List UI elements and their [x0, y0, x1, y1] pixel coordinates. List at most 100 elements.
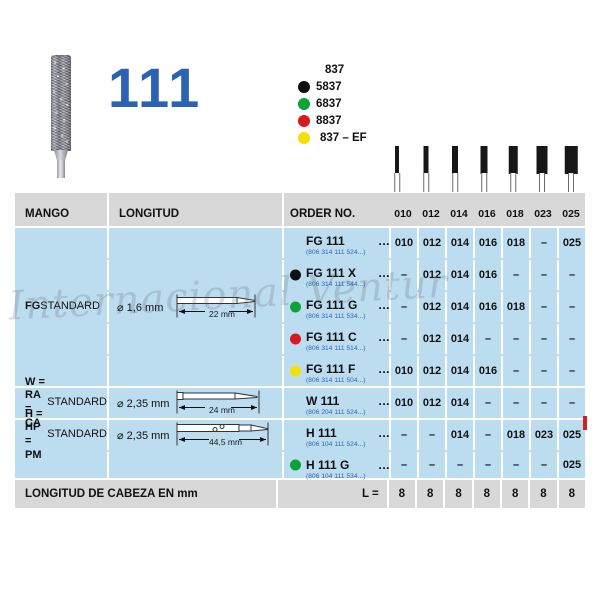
size-icon-010	[384, 146, 410, 192]
header-size-014: 014	[450, 208, 468, 220]
order-name: FG 111 F...	[306, 362, 390, 376]
order-code: (806 314 111 534...)	[306, 313, 366, 320]
cell-size-012: –	[417, 452, 445, 478]
cell-size-010: –	[389, 452, 417, 478]
shank-standard-label: STANDARD	[47, 428, 107, 441]
order-name-text: FG 111 C	[306, 330, 357, 344]
footer-value-025: 8	[556, 480, 585, 508]
size-icon-023	[529, 146, 555, 192]
shank-diameter-label: ⌀ 1,6 mm	[117, 301, 164, 314]
legend-dot-red	[298, 115, 310, 127]
cell-longitud	[107, 260, 282, 290]
cell-size-025: 025	[557, 452, 585, 478]
table-row[interactable]: FG 111 X... (806 314 111 544...) –012 014 01…	[15, 258, 585, 290]
order-code: (806 104 111 524...)	[306, 441, 366, 448]
order-name-text: H 111 G	[306, 458, 350, 472]
order-name-ellipsis: ...	[378, 234, 390, 248]
size-icon-head	[564, 146, 578, 174]
order-name-text: FG 111 X	[306, 266, 357, 280]
size-icon-shank	[394, 173, 400, 192]
diamond-bur-icon	[48, 55, 74, 178]
cell-size-023: –	[529, 388, 557, 418]
table-row[interactable]: FG 111 C... (806 314 111 514...) –012 014– –…	[15, 322, 585, 354]
shank-length-diagram	[175, 419, 275, 452]
shank-standard-label: STANDARD	[40, 300, 100, 313]
cell-longitud	[107, 324, 282, 354]
header-size-025: 025	[562, 208, 580, 220]
cell-mango: H = HP = PM STANDARD	[15, 408, 107, 461]
footer-value-010: 8	[386, 480, 415, 508]
bur-head	[51, 55, 71, 151]
order-name-text: FG 111 F	[306, 362, 356, 376]
legend-label: 837	[325, 64, 345, 76]
shank-type-label: FG	[25, 300, 41, 313]
cell-size-012: 012	[417, 228, 445, 258]
cell-size-018: –	[501, 356, 529, 386]
table-row[interactable]: FG 111... (806 314 111 524...) 010 012 014 01…	[15, 226, 585, 258]
header-section: 111 837 5837 6837 8837 837 – EF	[0, 0, 600, 193]
size-icon-head	[480, 146, 488, 174]
cell-size-012: 012	[417, 388, 445, 418]
table-row[interactable]: FG STANDARD ⌀ 1,6 mm 22 mm FG 111 G... (806 …	[15, 290, 585, 322]
legend-dot-green	[298, 98, 310, 110]
size-icon-shank	[423, 173, 429, 192]
cell-size-010: 010	[389, 228, 417, 258]
order-name: FG 111 C...	[306, 330, 390, 344]
cell-order-no: H 111 G... (806 104 111 534...)	[282, 452, 390, 480]
footer-value-018: 8	[500, 480, 528, 508]
cell-size-025: –	[557, 356, 585, 386]
order-text-block: FG 111 G... (806 314 111 534...)	[306, 298, 390, 320]
cell-size-014: 014	[445, 292, 473, 322]
cell-mango	[15, 452, 107, 478]
cell-size-016: 016	[473, 260, 501, 290]
cell-size-012: 012	[417, 260, 445, 290]
order-color-dot	[290, 333, 301, 345]
legend-dot-yellow	[298, 132, 310, 144]
order-code: (806 314 111 504...)	[306, 377, 366, 384]
cell-size-010: 010	[389, 388, 417, 418]
header-size-023: 023	[534, 208, 552, 220]
order-name: H 111...	[306, 426, 390, 440]
table-row[interactable]: W = RA = CA STANDARD ⌀ 2,35 mm 24 mm W 111..…	[15, 376, 585, 429]
order-code: (806 314 111 524...)	[306, 249, 366, 256]
order-name: H 111 G...	[306, 458, 390, 472]
cell-size-016: –	[473, 324, 501, 354]
footer-value-023: 8	[528, 480, 556, 508]
header-mango: MANGO	[25, 208, 70, 220]
order-text-block: FG 111 C... (806 314 111 514...)	[306, 330, 390, 352]
legend-label: 6837	[316, 98, 342, 110]
cell-mango: W = RA = CA STANDARD	[15, 376, 107, 429]
shank-standard-label: STANDARD	[47, 396, 107, 409]
table-row[interactable]: FG 111 F... (806 314 111 504...) 010 012 014…	[15, 354, 585, 386]
cell-order-no: FG 111... (806 314 111 524...)	[282, 228, 390, 258]
legend-label: 5837	[316, 81, 342, 93]
order-code: (806 314 111 514...)	[306, 345, 366, 352]
cell-size-018: –	[501, 260, 529, 290]
order-name-text: H 111	[306, 426, 337, 440]
table-row[interactable]: H = HP = PM STANDARD ⌀ 2,35 mm 44,5 mm H 111…	[15, 408, 585, 461]
table-row[interactable]: H 111 G... (806 104 111 534...) – – – – – –025	[15, 450, 585, 480]
cell-size-016: 016	[473, 356, 501, 386]
size-icon-shank	[510, 173, 516, 192]
footer-value-016: 8	[471, 480, 500, 508]
cell-size-025: 025	[557, 420, 585, 450]
order-name: FG 111...	[306, 234, 390, 248]
legend-label: 8837	[316, 115, 342, 127]
cell-size-010: –	[389, 260, 417, 290]
cell-size-014: 014	[445, 356, 473, 386]
cell-size-023: –	[529, 292, 557, 322]
cell-size-016: 016	[473, 292, 501, 322]
cell-mango	[15, 324, 107, 354]
footer-label: LONGITUD DE CABEZA EN mm	[25, 488, 198, 500]
cell-longitud: ⌀ 2,35 mm 24 mm	[107, 388, 282, 418]
cell-size-025: 025	[557, 228, 585, 258]
header-size-010: 010	[394, 208, 412, 220]
size-icon-018	[500, 146, 526, 192]
order-text-block: FG 111 F... (806 314 111 504...)	[306, 362, 390, 384]
order-name: W 111...	[306, 394, 390, 408]
footer-value-012: 8	[415, 480, 443, 508]
size-icon-head	[395, 146, 399, 174]
order-color-dot	[290, 301, 301, 313]
cell-order-no: H 111... (806 104 111 524...)	[282, 420, 390, 450]
